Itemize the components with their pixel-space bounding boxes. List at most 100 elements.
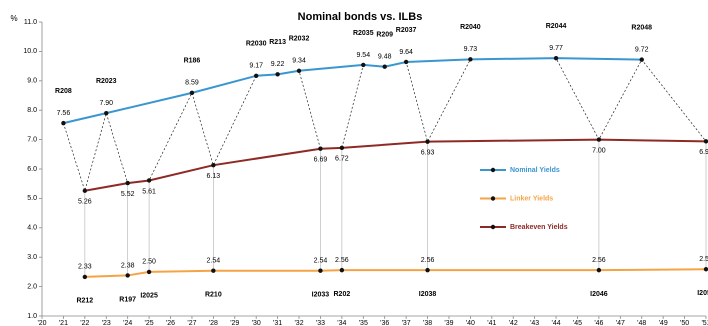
value-label: 9.17 xyxy=(249,63,263,70)
point-label: I2033 xyxy=(312,292,330,299)
point-label: R208 xyxy=(55,88,72,95)
legend-marker xyxy=(490,167,496,173)
value-label: 5.61 xyxy=(142,188,156,195)
x-tick-label: '38 xyxy=(423,320,432,326)
marker xyxy=(382,64,387,69)
marker xyxy=(639,57,644,62)
y-tick-label: 10.0 xyxy=(23,48,37,55)
point-label: R2035 xyxy=(353,30,374,37)
marker xyxy=(125,180,130,186)
marker xyxy=(275,72,280,77)
marker xyxy=(211,162,216,168)
x-tick-label: '29 xyxy=(230,320,239,326)
value-label: 2.59 xyxy=(699,256,708,263)
value-label: 7.00 xyxy=(592,147,606,154)
legend-marker xyxy=(490,196,496,201)
y-tick-label: 3.0 xyxy=(27,254,37,261)
y-tick-label: 1.0 xyxy=(27,313,37,320)
point-label: R2023 xyxy=(96,78,117,85)
series-line xyxy=(84,268,707,278)
value-label: 6.13 xyxy=(207,173,221,180)
point-label: R2030 xyxy=(246,41,267,48)
marker xyxy=(703,139,708,144)
marker xyxy=(361,62,366,68)
marker xyxy=(253,73,259,79)
value-label: 9.34 xyxy=(292,58,306,65)
marker xyxy=(318,268,323,273)
value-label: 2.56 xyxy=(421,257,435,264)
x-tick-label: '26 xyxy=(166,320,175,326)
marker xyxy=(146,178,152,183)
x-tick-label: '46 xyxy=(594,320,603,326)
point-label: R213 xyxy=(269,39,286,46)
legend-label: Linker Yields xyxy=(510,195,553,202)
x-tick-label: '37 xyxy=(402,320,411,326)
point-label: R2032 xyxy=(289,36,310,43)
x-tick-label: '21 xyxy=(59,320,68,326)
point-label: R209 xyxy=(376,32,393,39)
y-tick-label: 9.0 xyxy=(27,78,37,85)
marker xyxy=(211,268,216,273)
point-label: R210 xyxy=(205,292,222,299)
chart-title: Nominal bonds vs. ILBs xyxy=(298,11,423,23)
marker xyxy=(703,267,708,272)
value-label: 6.94 xyxy=(699,149,708,156)
marker xyxy=(318,146,323,151)
marker xyxy=(468,57,473,62)
x-tick-label: '50 xyxy=(680,320,689,326)
x-tick-label: '41 xyxy=(487,320,496,326)
x-tick-label: '40 xyxy=(466,320,475,326)
value-label: 7.90 xyxy=(99,100,113,107)
legend-label: Nominal Yields xyxy=(510,167,560,174)
marker xyxy=(596,267,602,273)
marker xyxy=(553,55,559,61)
value-label: 9.48 xyxy=(378,54,392,61)
x-tick-label: '45 xyxy=(573,320,582,326)
x-tick-label: '39 xyxy=(444,320,453,326)
marker xyxy=(125,273,130,278)
y-tick-label: 4.0 xyxy=(27,225,37,232)
point-label: R212 xyxy=(76,298,93,305)
point-label: R2040 xyxy=(460,24,481,31)
value-label: 9.22 xyxy=(271,61,285,68)
point-label: R2037 xyxy=(396,27,417,34)
x-tick-label: '30 xyxy=(252,320,261,326)
value-label: 2.54 xyxy=(314,258,328,265)
marker xyxy=(596,137,602,142)
marker xyxy=(425,139,430,144)
x-tick-label: '35 xyxy=(359,320,368,326)
value-label: 9.73 xyxy=(464,46,478,53)
x-tick-label: '42 xyxy=(509,320,518,326)
marker xyxy=(82,274,88,280)
y-tick-label: 5.0 xyxy=(27,195,37,202)
point-label: I2050 xyxy=(697,290,708,297)
value-label: 2.33 xyxy=(78,264,92,271)
value-label: 7.56 xyxy=(57,110,71,117)
value-label: 5.52 xyxy=(121,191,135,198)
point-label: I2046 xyxy=(590,291,608,298)
value-label: 9.72 xyxy=(635,46,649,53)
marker xyxy=(61,120,66,126)
y-tick-label: 7.0 xyxy=(27,136,37,143)
y-tick-label: 8.0 xyxy=(27,107,37,114)
x-tick-label: '27 xyxy=(187,320,196,326)
value-label: 5.26 xyxy=(78,199,92,206)
legend-marker xyxy=(490,224,496,230)
value-label: 9.64 xyxy=(399,49,413,56)
x-tick-label: '31 xyxy=(273,320,282,326)
value-label: 2.38 xyxy=(121,262,135,269)
y-tick-label: 6.0 xyxy=(27,166,37,173)
x-tick-label: '48 xyxy=(637,320,646,326)
x-tick-label: '43 xyxy=(530,320,539,326)
marker xyxy=(296,68,302,74)
x-tick-label: '51 xyxy=(701,320,708,326)
point-label: R197 xyxy=(119,296,136,303)
x-tick-label: '44 xyxy=(552,320,561,326)
marker xyxy=(189,90,195,96)
marker xyxy=(339,145,345,151)
x-tick-label: '22 xyxy=(80,320,89,326)
value-label: 6.93 xyxy=(421,150,435,157)
x-tick-label: '33 xyxy=(316,320,325,326)
x-tick-label: '20 xyxy=(37,320,46,326)
value-label: 9.77 xyxy=(549,45,563,52)
